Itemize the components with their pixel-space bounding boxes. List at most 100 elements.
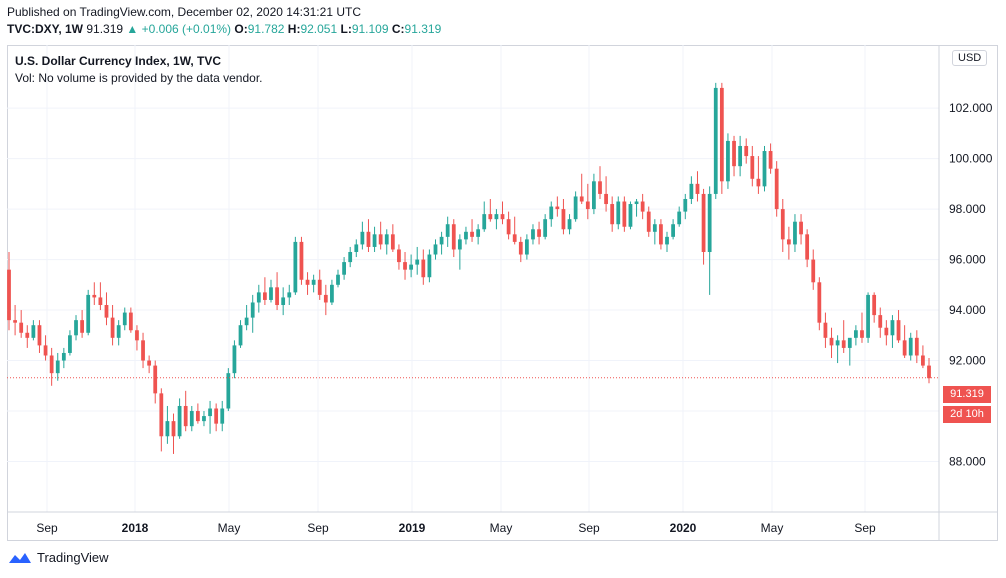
candle-body	[457, 239, 462, 250]
candle-body	[914, 337, 919, 356]
y-tick-label: 102.000	[949, 101, 993, 115]
candle-body	[342, 262, 346, 275]
candle-body	[61, 352, 66, 361]
candle-body	[543, 219, 548, 237]
candle-body	[275, 287, 279, 306]
candle-body	[610, 204, 615, 225]
x-tick-label: 2018	[122, 521, 149, 535]
candle-body	[165, 421, 170, 437]
candle-body	[116, 325, 121, 338]
candle-body	[921, 355, 925, 366]
ohlc-line: TVC:DXY, 1W 91.319 ▲ +0.006 (+0.01%) O:9…	[7, 22, 441, 36]
candle-body	[384, 234, 389, 245]
chart-legend: U.S. Dollar Currency Index, 1W, TVC Vol:…	[15, 53, 262, 87]
candle-body	[220, 408, 225, 424]
candle-body	[732, 140, 736, 167]
low-value: 91.109	[351, 22, 389, 36]
candle-body	[378, 234, 383, 245]
candle-body	[853, 330, 858, 338]
x-tick-label: May	[761, 521, 784, 535]
candle-body	[49, 355, 54, 374]
y-tick-label: 96.000	[949, 253, 986, 267]
candle-body	[214, 408, 219, 424]
candle-body	[506, 219, 511, 235]
candle-body	[719, 87, 724, 182]
candle-body	[488, 214, 493, 220]
candle-body	[451, 224, 456, 250]
candle-body	[750, 156, 755, 179]
candle-body	[518, 241, 523, 255]
candle-body	[98, 297, 103, 306]
candle-body	[311, 279, 316, 285]
candle-body	[366, 231, 371, 247]
x-tick-label: May	[218, 521, 241, 535]
candle-body	[171, 421, 176, 437]
candle-body	[287, 292, 292, 298]
candle-body	[585, 201, 590, 210]
candle-body	[403, 262, 407, 270]
candle-body	[482, 214, 487, 230]
price-chart[interactable]: 88.00090.00092.00094.00096.00098.000100.…	[7, 45, 998, 541]
candle-body	[652, 224, 657, 232]
candle-body	[336, 274, 340, 285]
candle-body	[293, 241, 298, 293]
x-tick-label: Sep	[36, 521, 58, 535]
legend-volume-note: Vol: No volume is provided by the data v…	[15, 71, 263, 85]
candle-body	[616, 201, 621, 225]
last-value: 91.319	[86, 22, 124, 36]
candle-body	[561, 209, 566, 230]
candle-body	[141, 340, 145, 361]
footer-brand[interactable]: TradingView	[8, 550, 109, 565]
candle-body	[92, 294, 97, 298]
candle-body	[592, 181, 596, 210]
candle-body	[598, 181, 602, 194]
candle-body	[159, 393, 164, 437]
candle-body	[153, 365, 158, 394]
candle-body	[68, 335, 72, 353]
open-label: O:	[234, 22, 248, 36]
high-value: 92.051	[300, 22, 338, 36]
candle-body	[183, 405, 188, 427]
candle-body	[695, 183, 700, 194]
candle-body	[330, 284, 334, 303]
candle-body	[421, 259, 426, 278]
candle-body	[713, 87, 718, 194]
candle-body	[13, 320, 17, 323]
published-line: Published on TradingView.com, December 0…	[7, 5, 361, 19]
candle-body	[726, 140, 730, 182]
open-value: 91.782	[247, 22, 285, 36]
candle-body	[25, 332, 30, 338]
candle-body	[786, 239, 791, 245]
candle-body	[135, 330, 139, 341]
candle-body	[208, 408, 212, 417]
x-tick-label: 2020	[670, 521, 697, 535]
candle-body	[677, 211, 682, 225]
candle-body	[872, 294, 877, 316]
currency-button[interactable]: USD	[952, 50, 988, 66]
candle-body	[269, 287, 273, 300]
low-label: L:	[340, 22, 352, 36]
candle-body	[860, 330, 864, 338]
candle-body	[567, 219, 572, 230]
candle-body	[604, 193, 608, 205]
candle-body	[555, 206, 560, 210]
candle-body	[244, 317, 249, 326]
x-tick-label: May	[490, 521, 513, 535]
candle-body	[256, 292, 261, 303]
candle-body	[841, 340, 846, 348]
candle-body	[476, 229, 481, 237]
candle-body	[829, 337, 834, 346]
high-label: H:	[287, 22, 301, 36]
candle-body	[189, 411, 194, 427]
candle-body	[390, 234, 395, 250]
candle-body	[19, 322, 24, 333]
candle-body	[634, 201, 639, 205]
candle-body	[202, 416, 206, 422]
candle-body	[500, 214, 505, 220]
candle-body	[80, 320, 85, 333]
candle-body	[640, 201, 645, 212]
candle-body	[835, 340, 840, 346]
candle-body	[896, 320, 901, 341]
brand-name: TradingView	[37, 550, 109, 565]
candle-body	[238, 325, 243, 346]
